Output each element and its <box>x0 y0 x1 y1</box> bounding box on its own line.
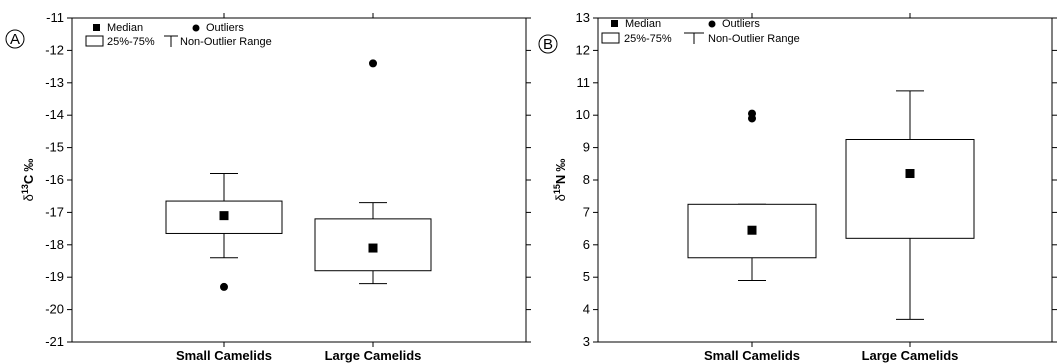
legend-box-label: 25%-75% <box>107 36 155 48</box>
box-series <box>687 90 975 320</box>
y-axis-label-sup: 15 <box>552 184 562 194</box>
y-axis-label: δ13C ‰ <box>20 159 36 202</box>
y-axis-label-main: N <box>553 175 568 184</box>
y-tick-label: 12 <box>576 42 590 57</box>
y-tick-label: 13 <box>576 10 590 25</box>
y-tick-label: 4 <box>583 302 590 317</box>
x-axis-categories: Small Camelids Large Camelids <box>176 13 421 363</box>
y-tick-label: -21 <box>45 334 64 349</box>
y-axis-label: δ15N ‰ <box>552 159 568 202</box>
y-axis-ticks: -11 -12 -13 -14 -15 -16 -17 -18 -19 -20 -21 <box>45 10 531 349</box>
legend-outlier-marker <box>192 24 200 32</box>
panel-b-nitrogen-boxplot: B δ15N ‰ 13 12 11 10 9 8 7 6 5 4 3 Small Camelids La… <box>538 10 1057 363</box>
median-marker <box>219 211 229 221</box>
y-tick-label: 7 <box>583 204 590 219</box>
y-tick-label: 11 <box>577 75 591 90</box>
box-large-camelids <box>845 90 975 320</box>
y-axis-label-sup: 13 <box>20 184 30 194</box>
plot-frame <box>71 17 527 343</box>
outlier-point <box>220 282 228 291</box>
y-tick-label: -20 <box>45 302 64 317</box>
y-tick-label: 8 <box>583 172 590 187</box>
legend-box-marker <box>85 35 104 47</box>
y-tick-label: -12 <box>45 42 64 57</box>
y-tick-label: 5 <box>583 269 590 284</box>
y-tick-label: -18 <box>45 237 64 252</box>
legend-range-marker <box>164 35 178 47</box>
y-axis-ticks: 13 12 11 10 9 8 7 6 5 4 3 <box>576 10 1057 349</box>
x-axis-categories: Small Camelids Large Camelids <box>704 13 958 363</box>
y-axis-label-unit: ‰ <box>553 159 568 172</box>
panel-label: B <box>543 36 553 53</box>
outlier-point <box>369 59 377 68</box>
panel-label-circle: B <box>538 34 558 54</box>
y-tick-label: -16 <box>45 172 64 187</box>
x-category-label: Small Camelids <box>704 348 800 363</box>
y-tick-label: 3 <box>583 334 590 349</box>
x-category-label: Large Camelids <box>325 348 422 363</box>
panel-label: A <box>10 31 20 48</box>
y-tick-label: 10 <box>576 107 590 122</box>
legend-box-marker <box>601 32 620 44</box>
y-tick-label: -15 <box>45 140 64 155</box>
legend-outliers-label: Outliers <box>722 18 760 30</box>
y-tick-label: 9 <box>583 140 590 155</box>
y-tick-label: -19 <box>45 269 64 284</box>
y-tick-label: -14 <box>45 107 64 122</box>
outlier-point <box>748 109 756 118</box>
box-small-camelids <box>165 173 283 291</box>
iqr-box <box>845 139 975 239</box>
y-axis-label-main: C <box>21 174 36 184</box>
legend-median-marker <box>611 20 618 27</box>
legend-median-marker <box>93 24 100 31</box>
x-category-label: Small Camelids <box>176 348 272 363</box>
y-axis-label-prefix: δ <box>553 194 568 201</box>
legend-median-label: Median <box>625 18 661 30</box>
panel-a-carbon-boxplot: A δ13C ‰ -11 -12 -13 -14 -15 -16 -17 -18 -19 -20 -2… <box>5 10 531 363</box>
legend-range-marker <box>684 32 704 44</box>
box-series <box>165 59 432 291</box>
y-tick-label: -13 <box>45 75 64 90</box>
legend-median-label: Median <box>107 22 143 34</box>
panel-label-circle: A <box>5 29 25 49</box>
legend-box-label: 25%-75% <box>624 33 672 45</box>
legend: Median Outliers 25%-75% Non-Outlier Rang… <box>601 18 800 45</box>
y-tick-label: -11 <box>46 10 64 25</box>
box-large-camelids <box>314 59 432 285</box>
legend-range-label: Non-Outlier Range <box>180 36 272 48</box>
median-marker <box>905 169 915 179</box>
median-marker <box>747 225 757 235</box>
legend-range-label: Non-Outlier Range <box>708 33 800 45</box>
y-axis-label-unit: ‰ <box>21 159 36 172</box>
y-axis-label-prefix: δ <box>21 194 36 201</box>
legend: Median Outliers 25%-75% Non-Outlier Rang… <box>85 22 272 48</box>
plot-frame <box>597 17 1053 343</box>
legend-outliers-label: Outliers <box>206 22 244 34</box>
x-category-label: Large Camelids <box>862 348 959 363</box>
y-tick-label: 6 <box>583 237 590 252</box>
y-tick-label: -17 <box>45 204 64 219</box>
median-marker <box>368 243 378 253</box>
box-small-camelids <box>687 109 817 281</box>
legend-outlier-marker <box>708 20 716 28</box>
